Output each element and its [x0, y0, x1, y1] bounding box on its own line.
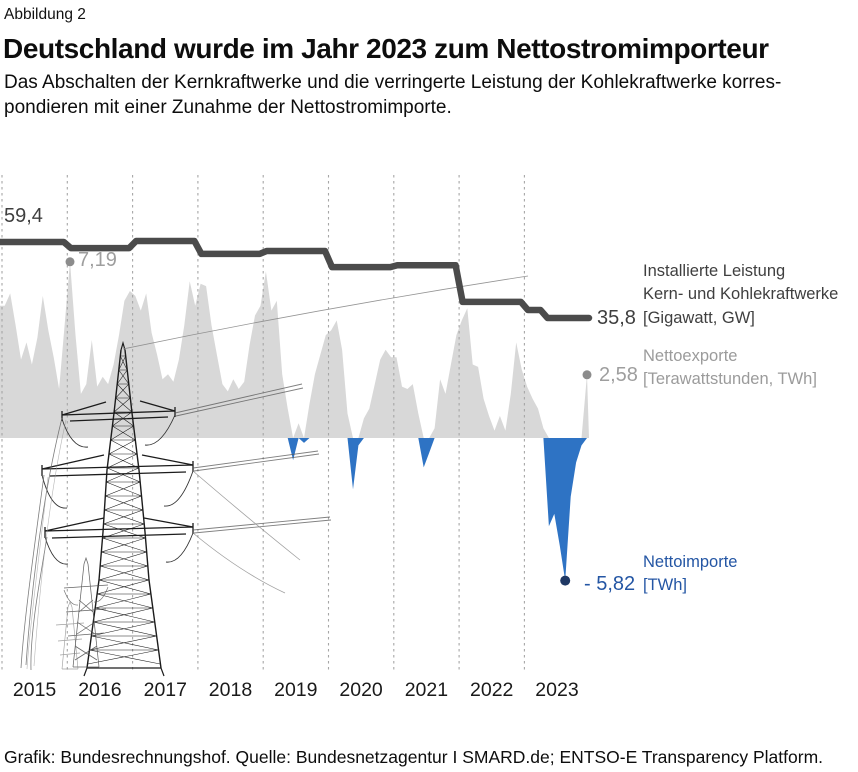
- legend-exports-label: Nettoexporte: [643, 347, 738, 365]
- pylon-part: [41, 414, 194, 565]
- exports-peak-value: 7,19: [78, 249, 117, 271]
- pylon-part: [87, 355, 161, 665]
- legend-capacity: Installierte Leistung Kern- und Kohlekra…: [643, 260, 838, 330]
- pylon-part: [86, 349, 122, 669]
- year-label: 2021: [405, 679, 448, 701]
- year-label: 2023: [535, 679, 578, 701]
- pylon-part: [120, 340, 126, 351]
- pylon-part: [174, 383, 332, 534]
- pylon-part: [63, 586, 109, 606]
- year-label: 2017: [144, 679, 187, 701]
- exports-peak-dot: [65, 257, 75, 267]
- subtitle-line1: Das Abschalten der Kernkraftwerke und di…: [4, 72, 782, 93]
- pylon-part: [26, 419, 67, 670]
- pylon-part: [124, 349, 162, 669]
- power-pylon-illustration: [20, 275, 529, 677]
- year-label: 2019: [274, 679, 317, 701]
- year-label: 2018: [209, 679, 252, 701]
- subtitle-line2: pondieren mit einer Zunahme der Nettostr…: [4, 96, 452, 118]
- subtitle: Das Abschalten der Kernkraftwerke und di…: [4, 71, 781, 120]
- year-label: 2022: [470, 679, 513, 701]
- legend-capacity-line2: Kern- und Kohlekraftwerke: [643, 285, 839, 304]
- pylon-part: [192, 470, 301, 594]
- year-label: 2016: [78, 679, 121, 701]
- source-credit: Grafik: Bundesrechnungshof. Quelle: Bund…: [4, 747, 824, 767]
- legend-exports: Nettoexporte [Terawattstunden, TWh]: [643, 345, 817, 392]
- legend-exports-unit: [Terawattstunden, TWh]: [643, 370, 817, 389]
- page-title: Deutschland wurde im Jahr 2023 zum Netto…: [3, 33, 769, 64]
- pylon-part: [44, 517, 194, 539]
- imports-min-value: - 5,82: [584, 573, 636, 595]
- year-label: 2015: [13, 679, 57, 701]
- legend-imports-unit: [TWh]: [643, 576, 687, 595]
- pylon-part: [83, 667, 165, 677]
- capacity-start-value: 59,4: [4, 205, 43, 227]
- capacity-end-value: 35,8: [597, 307, 636, 329]
- legend-imports: Nettoimporte [TWh]: [643, 551, 737, 598]
- pylon-part: [20, 417, 63, 671]
- exports-end-value: 2,58: [599, 364, 638, 386]
- pylon-part: [61, 400, 176, 422]
- legend-capacity-unit: [Gigawatt, GW]: [643, 308, 755, 327]
- figure-label: Abbildung 2: [4, 6, 86, 23]
- combined-area-step-chart: 2015 2016 2017 2018 2019 2020 2021 2022 2023: [0, 175, 593, 701]
- installed-capacity-step-line: [0, 237, 593, 322]
- pylon-part: [63, 556, 109, 668]
- pylon-part: [55, 601, 85, 670]
- imports-min-dot: [560, 575, 571, 586]
- chart-area: 2015 2016 2017 2018 2019 2020 2021 2022 2023 59,…: [0, 160, 858, 720]
- legend-imports-label: Nettoimporte: [643, 553, 738, 571]
- exports-end-dot: [582, 370, 592, 380]
- pylon-part: [122, 275, 529, 350]
- legend-capacity-line1: Installierte Leistung: [643, 262, 786, 280]
- net-exports-area: [0, 261, 589, 438]
- pylon-part: [41, 454, 194, 477]
- year-label: 2020: [339, 679, 383, 701]
- net-imports-area: [0, 438, 589, 581]
